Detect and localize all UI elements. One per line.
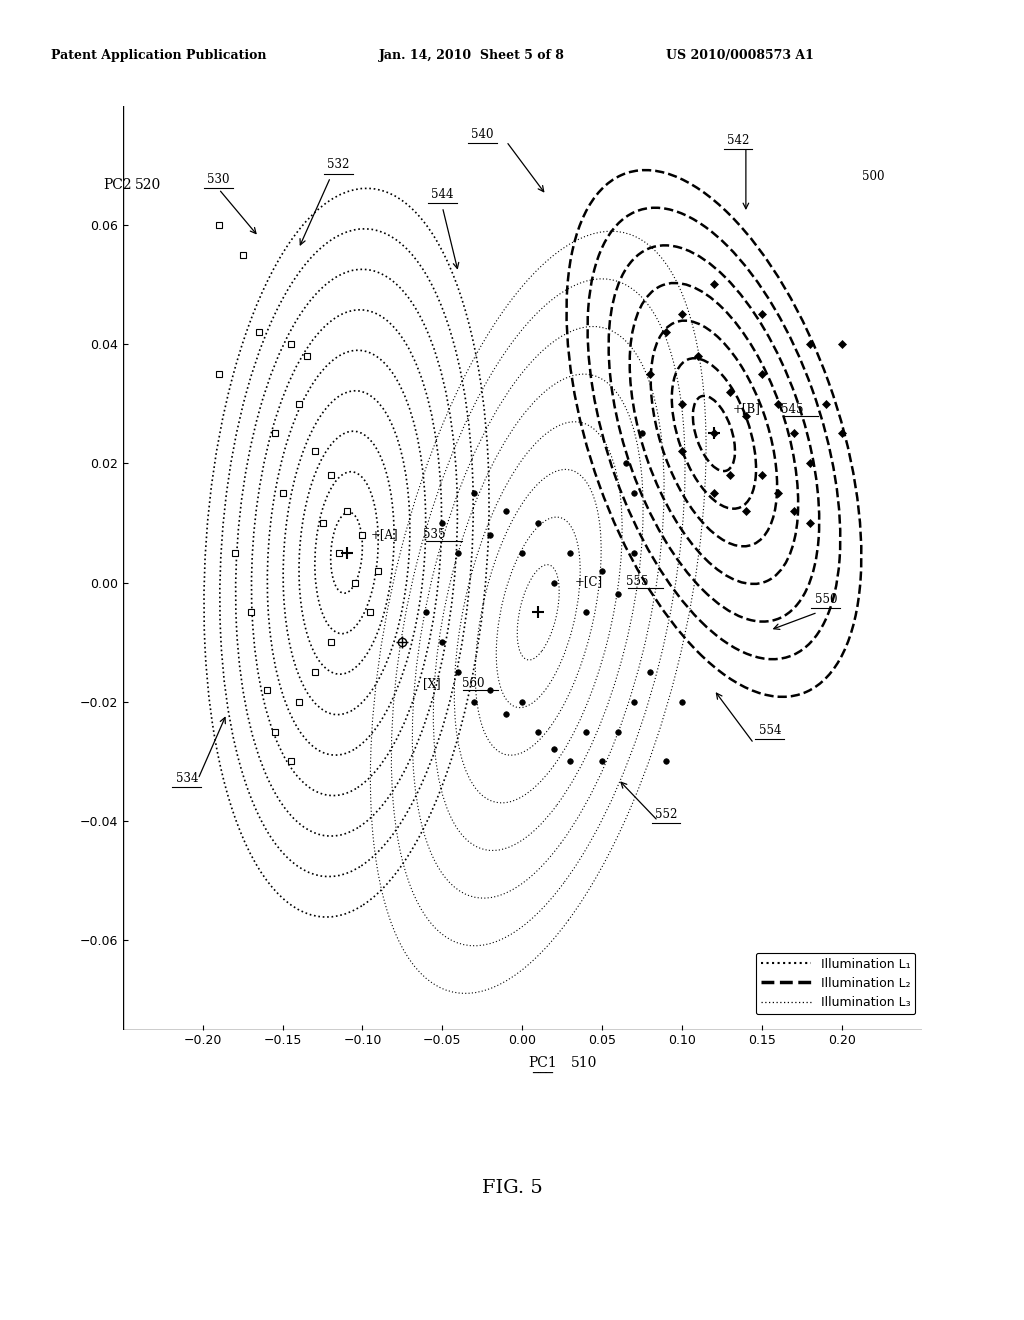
Text: PC2: PC2 bbox=[103, 178, 132, 191]
Text: 510: 510 bbox=[570, 1056, 597, 1069]
Text: FIG. 5: FIG. 5 bbox=[481, 1179, 543, 1197]
Text: +[B]: +[B] bbox=[733, 403, 761, 416]
Text: 534: 534 bbox=[175, 772, 198, 785]
Text: [X]: [X] bbox=[423, 677, 440, 690]
Legend: Illumination L₁, Illumination L₂, Illumination L₃: Illumination L₁, Illumination L₂, Illumi… bbox=[756, 953, 915, 1014]
Text: 520: 520 bbox=[135, 178, 162, 191]
Text: +[A]: +[A] bbox=[371, 528, 398, 541]
Text: Patent Application Publication: Patent Application Publication bbox=[51, 49, 266, 62]
Text: 540: 540 bbox=[471, 128, 494, 141]
Text: 555: 555 bbox=[626, 576, 648, 589]
Text: 554: 554 bbox=[759, 725, 781, 738]
Text: US 2010/0008573 A1: US 2010/0008573 A1 bbox=[666, 49, 813, 62]
Text: 535: 535 bbox=[423, 528, 445, 541]
Text: 552: 552 bbox=[654, 808, 677, 821]
Text: 544: 544 bbox=[431, 187, 454, 201]
Text: ___: ___ bbox=[532, 1060, 553, 1073]
Text: 545: 545 bbox=[781, 403, 804, 416]
Text: 560: 560 bbox=[462, 677, 484, 690]
Text: 542: 542 bbox=[727, 135, 750, 148]
Text: 530: 530 bbox=[208, 173, 230, 186]
Text: 532: 532 bbox=[328, 158, 350, 172]
Text: 500: 500 bbox=[862, 170, 885, 183]
Text: 550: 550 bbox=[814, 594, 837, 606]
Text: +[C]: +[C] bbox=[574, 576, 603, 589]
Text: Jan. 14, 2010  Sheet 5 of 8: Jan. 14, 2010 Sheet 5 of 8 bbox=[379, 49, 565, 62]
Text: PC1: PC1 bbox=[528, 1056, 557, 1069]
